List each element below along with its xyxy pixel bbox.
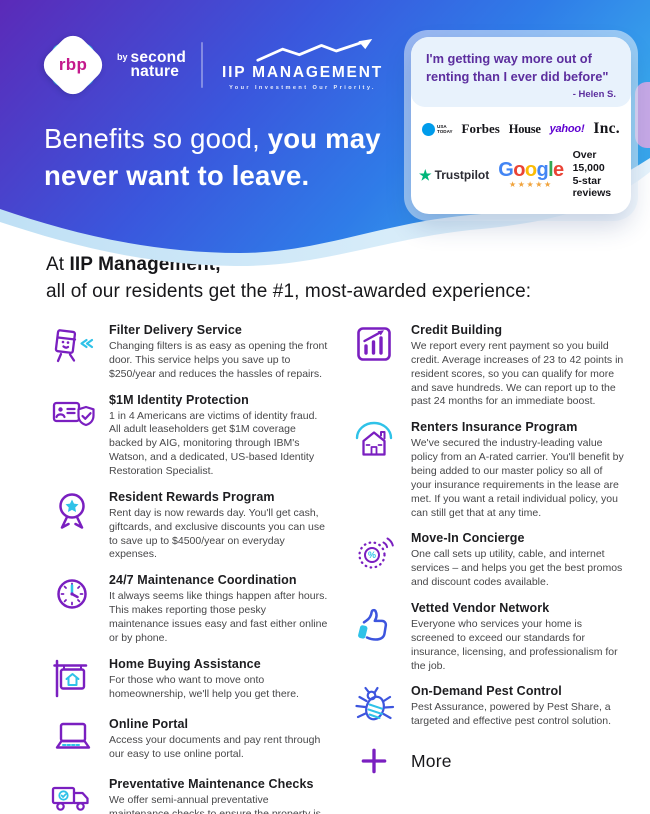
benefit-description: Changing filters is as easy as opening t… [109,339,328,380]
benefit-item: Renters Insurance Program We've secured t… [348,417,624,520]
inc-logo: Inc. [593,120,620,138]
benefit-item: $1M Identity Protection 1 in 4 Americans … [46,390,332,479]
benefit-description: For those who want to move onto homeowne… [109,673,299,700]
iip-management-logo: IIP MANAGEMENT Your Investment Our Prior… [222,39,383,91]
rbp-logo-text: rbp [58,55,88,74]
award-ribbon-icon [46,487,98,539]
benefit-description: Rent day is now rewards day. You'll get … [109,506,325,561]
benefit-title: Resident Rewards Program [109,489,275,504]
headline-bold-1: you may [267,123,381,154]
iip-logo-text: IIP MANAGEMENT [221,64,383,81]
truck-check-icon [46,774,98,814]
brand-line2: nature [130,63,180,80]
filter-delivery-icon [46,320,98,372]
benefit-description: We've secured the industry-leading value… [411,437,624,519]
benefit-description: One call sets up utility, cable, and int… [411,548,623,589]
by-label: by [117,51,128,62]
google-wordmark: Google [498,159,564,181]
benefit-title: On-Demand Pest Control [411,684,562,699]
intro-prefix: At [46,254,70,275]
benefits-column-right: Credit Building We report every rent paym… [348,320,624,814]
reviews-row: ★ Trustpilot Google ★★★★★ Over 15,000 5-… [411,138,631,213]
house-insurance-icon [348,417,400,469]
headline-light: Benefits so good, [44,123,268,154]
iip-tagline: Your Investment Our Priority. [229,85,376,91]
five-star-rating-icon: ★★★★★ [508,180,553,189]
benefit-item: Preventative Maintenance Checks We offer … [46,774,332,814]
reviews-count: Over 15,000 5-star reviews [572,149,612,200]
benefits-columns: Filter Delivery Service Changing filters … [46,320,624,814]
benefits-column-left: Filter Delivery Service Changing filters … [46,320,332,814]
concierge-dial-icon: % [348,528,400,580]
benefit-title: $1M Identity Protection [109,392,249,407]
hero-section: rbp by second nature IIP MANAGEMENT Your … [0,0,650,267]
yahoo-logo: yahoo! [549,123,585,136]
svg-text:%: % [368,551,376,561]
benefit-item: Home Buying Assistance For those who want… [46,654,332,706]
benefit-title: Vetted Vendor Network [411,600,550,615]
benefit-title: 24/7 Maintenance Coordination [109,573,297,588]
logo-divider [200,42,203,88]
logo-row: rbp by second nature IIP MANAGEMENT Your … [37,29,650,101]
benefit-item: Online Portal Access your documents and p… [46,714,332,766]
rbp-logo: rbp [37,29,109,101]
benefit-item: On-Demand Pest Control Pest Assurance, po… [348,681,624,733]
benefit-title: Credit Building [411,322,503,337]
home-sign-icon [46,654,98,706]
benefit-description: Everyone who services your home is scree… [411,617,618,672]
benefit-item: % Move-In Concierge One call sets up util… [348,528,624,590]
benefit-title: Home Buying Assistance [109,656,261,671]
benefit-item: 24/7 Maintenance Coordination It always s… [46,570,332,645]
benefit-title: Renters Insurance Program [411,420,578,435]
identity-shield-icon [46,390,98,442]
benefit-description: Pest Assurance, powered by Pest Share, a… [411,701,612,728]
thumbs-up-icon [348,598,400,650]
benefit-description: We offer semi-annual preventative mainte… [109,793,321,814]
benefit-description: 1 in 4 Americans are victims of identity… [109,409,318,477]
forbes-logo: Forbes [461,121,500,137]
testimonial-quote: I'm getting way more out of renting than… [426,51,609,84]
credit-chart-icon [348,320,400,372]
intro-line2: all of our residents get the #1, most-aw… [46,280,532,302]
lavender-accent-shape [635,82,650,148]
benefit-title: Filter Delivery Service [109,322,242,337]
laptop-icon [46,714,98,766]
house-logo: House [508,121,541,136]
media-logos-row: USA TODAY Forbes House yahoo! Inc. [411,107,631,138]
hero-content: rbp by second nature IIP MANAGEMENT Your … [0,0,650,194]
testimonial-card: I'm getting way more out of renting than… [404,30,638,221]
benefit-title: Online Portal [109,716,189,731]
growth-arrow-icon [256,39,373,62]
testimonial-attribution: - Helen S. [572,89,616,101]
bug-icon [348,681,400,733]
benefit-item: Filter Delivery Service Changing filters … [46,320,332,382]
more-label: More [411,750,452,771]
benefit-title: Preventative Maintenance Checks [109,776,314,791]
testimonial-quote-box: I'm getting way more out of renting than… [411,37,631,108]
trustpilot-star-icon: ★ [419,166,432,183]
second-nature-logo: by second nature [117,48,186,80]
plus-icon [348,745,400,777]
trustpilot-logo: ★ Trustpilot [419,166,490,183]
hero-headline: Benefits so good, you may never want to … [44,121,650,194]
brand-line1: second [130,48,186,66]
usa-today-logo: USA TODAY [422,122,453,136]
benefit-item: Resident Rewards Program Rent day is now … [46,487,332,562]
google-logo: Google ★★★★★ [498,159,564,189]
benefit-description: It always seems like things happen after… [109,590,328,644]
benefit-description: We report every rent payment so you buil… [411,339,624,408]
headline-bold-2: never want to leave. [44,159,310,191]
benefit-item: Vetted Vendor Network Everyone who servic… [348,598,624,673]
clock-icon [46,570,98,622]
benefit-description: Access your documents and pay rent throu… [109,733,321,760]
benefit-item: Credit Building We report every rent paym… [348,320,624,409]
more-item: More [348,745,624,777]
benefit-title: Move-In Concierge [411,531,525,546]
usa-today-circle-icon [422,122,435,136]
